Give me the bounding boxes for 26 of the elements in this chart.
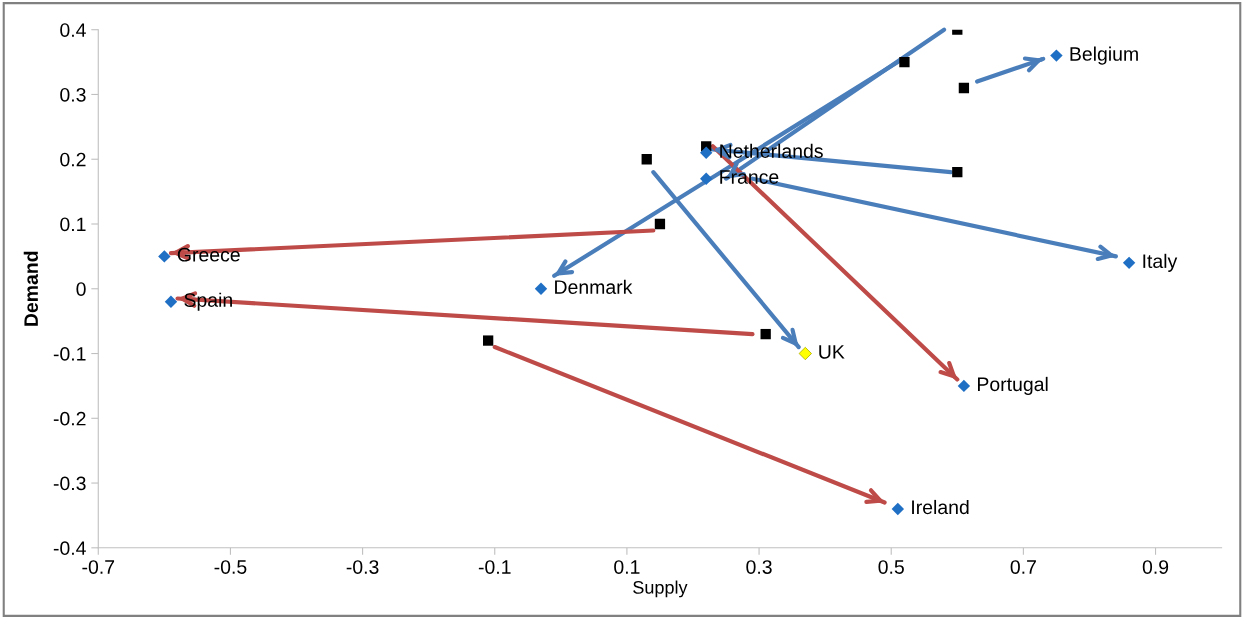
y-axis-title: Demand <box>23 251 39 326</box>
annotation: Belgium <box>1070 46 1138 65</box>
y-tick-label: 0.2 <box>60 152 86 167</box>
annotation: UK <box>819 345 845 359</box>
x-tick-label: -0.3 <box>346 560 379 574</box>
annotation: Denmark <box>555 279 633 294</box>
annotation: Ireland <box>912 499 969 515</box>
y-tick-label: 0 <box>76 282 86 296</box>
x-tick-label: 0.3 <box>746 560 772 574</box>
x-tick-label: 0.9 <box>1142 560 1169 574</box>
x-tick-label: -0.7 <box>82 560 115 574</box>
x-tick-label: -0.1 <box>478 560 511 574</box>
annotation: Portugal <box>978 376 1048 395</box>
y-tick-label: -0.4 <box>53 541 86 556</box>
x-tick-label: 0.1 <box>614 560 640 574</box>
y-tick-label: 0.3 <box>60 87 86 102</box>
y-tick-label: 0.4 <box>60 23 86 37</box>
x-tick-label: 0.5 <box>878 560 904 574</box>
y-tick-label: -0.2 <box>53 411 86 426</box>
x-axis-title: Supply <box>633 580 688 598</box>
y-tick-label: -0.1 <box>53 346 86 361</box>
x-tick-label: 0.7 <box>1010 560 1036 574</box>
annotation: Italy <box>1143 253 1178 272</box>
x-tick-label: -0.5 <box>214 560 247 574</box>
y-tick-label: -0.3 <box>53 476 86 491</box>
y-tick-label: 0.1 <box>60 217 86 232</box>
